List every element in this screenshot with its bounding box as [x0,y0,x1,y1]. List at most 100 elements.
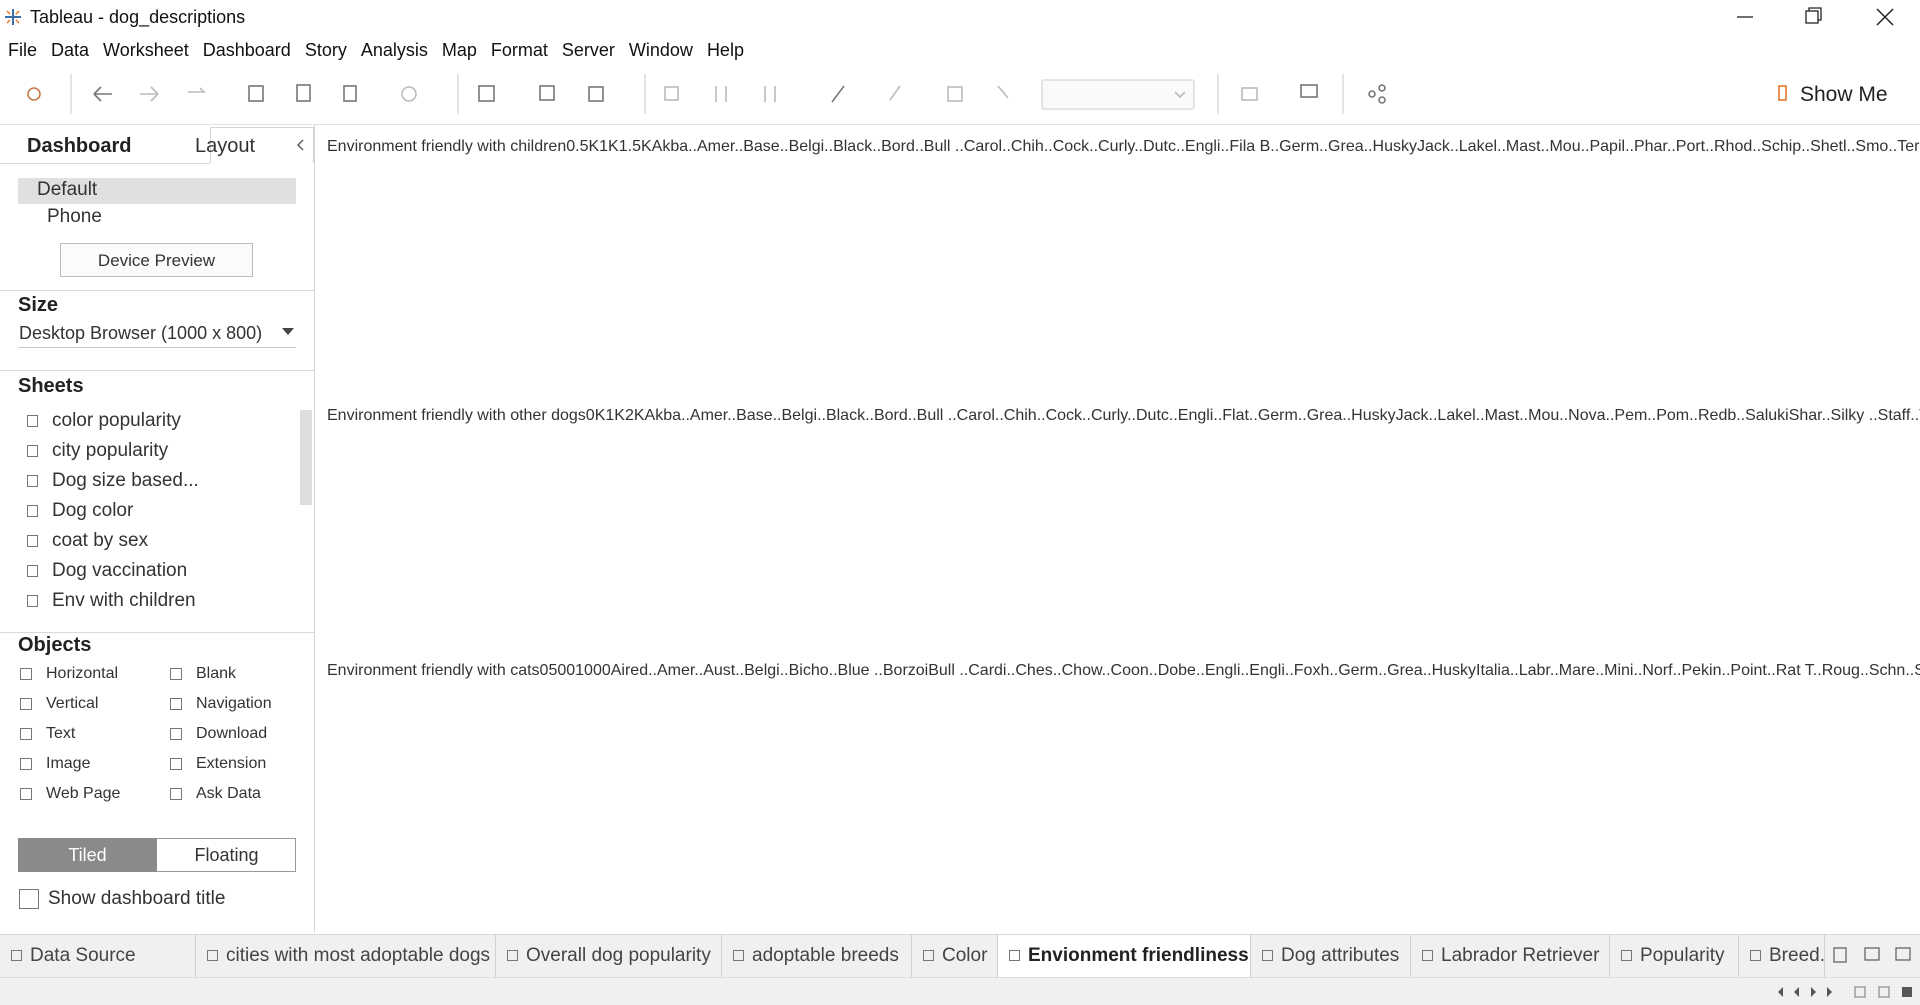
tab-label: Popularity [1640,945,1725,966]
size-underline [18,347,296,348]
x-tick-label: Curly.. [1090,407,1136,424]
x-tick-label: Saluki [1745,407,1789,424]
tiled-button[interactable]: Tiled [68,845,107,865]
object-item[interactable]: Ask Data [196,785,261,802]
sheet-item[interactable]: Dog size based... [52,470,199,491]
section-heading: Objects [18,634,92,656]
menu-item[interactable]: Dashboard [202,39,291,60]
tab-label: Overall dog popularity [526,945,711,966]
object-item[interactable]: Web Page [46,785,121,802]
x-tick-label: Smo.. [1855,138,1898,155]
status-controls[interactable] [1775,984,1920,1000]
object-item[interactable]: Blank [196,665,237,682]
x-tick-label: Bull .. [923,138,964,155]
window-controls[interactable] [1730,6,1920,30]
device-option[interactable]: Default [37,179,98,200]
sheet-tab[interactable]: Overall dog popularity [496,935,722,977]
sheet-item[interactable]: coat by sex [52,530,149,551]
x-tick-label: Bicho.. [788,662,838,679]
scrollbar[interactable] [300,410,312,505]
menu-item[interactable]: Help [706,39,744,60]
object-icon [170,668,182,680]
x-tick-label: Akba.. [651,138,697,155]
object-icon [20,728,32,740]
x-tick-label: Bord.. [873,407,917,424]
menu-item[interactable]: Worksheet [103,39,189,60]
x-tick-label: Engli.. [1204,662,1250,679]
sheet-tab[interactable]: Color [912,935,998,977]
menu-item[interactable]: Data [51,39,90,60]
sheet-tab[interactable]: Labrador Retriever [1411,935,1610,977]
tab-icon [207,950,218,961]
sheet-tab[interactable]: Envionment friendliness [998,935,1251,977]
dashboard-tab[interactable]: Dashboard [27,135,132,157]
menu-item[interactable]: File [8,39,38,60]
floating-button[interactable]: Floating [194,845,259,865]
sheet-tab-bar: Data Source cities with most adoptable do… [0,934,1920,977]
sheet-tab[interactable]: Data Source [0,935,196,977]
checkbox[interactable] [19,889,39,909]
y-tick-label: 0 [539,662,549,679]
tab-icon [1750,950,1761,961]
sheet-tab[interactable]: Breed.. [1739,935,1825,977]
x-tick-label: Germ.. [1257,407,1307,424]
menu-item[interactable]: Window [628,39,693,60]
menu-item[interactable]: Story [304,39,347,60]
sheet-tab[interactable]: Dog attributes [1251,935,1411,977]
x-tick-label: Aust.. [703,662,745,679]
object-icon [20,758,32,770]
x-tick-label: Black.. [825,407,874,424]
section-heading: Size [18,294,59,316]
object-icon [170,698,182,710]
x-tick-label: Jack.. [1416,138,1459,155]
show-title-checkbox[interactable]: Show dashboard title [48,888,226,909]
x-tick-label: Aired.. [610,662,657,679]
x-tick-label: Cock.. [1045,407,1091,424]
x-tick-label: Mast.. [1505,138,1550,155]
y-tick-label: 0.5K [566,138,600,155]
sheet-item[interactable]: Dog color [52,500,134,521]
menu-item[interactable]: Map [441,39,477,60]
layout-tab[interactable]: Layout [195,135,256,157]
x-tick-label: Amer.. [689,407,737,424]
object-item[interactable]: Extension [196,755,267,772]
size-dropdown-arrow[interactable] [282,328,294,336]
object-item[interactable]: Image [46,755,91,772]
object-item[interactable]: Text [46,725,76,742]
sheet-item[interactable]: Env with children [52,590,196,611]
menu-item[interactable]: Format [490,39,548,60]
device-preview-button[interactable]: Device Preview [97,251,216,270]
collapse-button[interactable] [296,139,306,151]
sheet-icon [27,595,38,607]
toolbar: Show Me [0,66,1920,125]
sheet-item[interactable]: city popularity [52,440,169,461]
x-tick-label: Redb.. [1697,407,1746,424]
x-tick-label: Belgi.. [788,138,834,155]
show-me-button[interactable]: Show Me [1800,83,1888,106]
sheet-tab[interactable]: adoptable breeds [722,935,912,977]
x-tick-label: Foxh.. [1293,662,1339,679]
object-item[interactable]: Navigation [196,695,272,712]
sheet-icon [27,475,38,487]
x-tick-label: Grea.. [1306,407,1352,424]
x-tick-label: Shetl.. [1810,138,1856,155]
menu-item[interactable]: Server [561,39,615,60]
x-tick-label: Norf.. [1642,662,1682,679]
x-tick-label: Pem.. [1614,407,1657,424]
sheet-tab[interactable]: cities with most adoptable dogs [196,935,496,977]
x-tick-label: Point.. [1730,662,1776,679]
x-tick-label: Husky [1431,662,1477,679]
object-item[interactable]: Horizontal [46,665,119,682]
x-tick-label: Grea.. [1328,138,1373,155]
x-tick-label: Germ.. [1338,662,1388,679]
size-dropdown[interactable]: Desktop Browser (1000 x 800) [19,323,263,343]
sheet-item[interactable]: Dog vaccination [52,560,188,581]
object-item[interactable]: Vertical [46,695,99,712]
object-item[interactable]: Download [196,725,268,742]
menu-item[interactable]: Analysis [360,39,428,60]
device-option[interactable]: Phone [47,206,102,227]
sheet-item[interactable]: color popularity [52,410,181,431]
x-tick-label: Chih.. [1003,407,1046,424]
new-sheet-buttons[interactable] [1828,945,1920,967]
sheet-tab[interactable]: Popularity [1610,935,1739,977]
